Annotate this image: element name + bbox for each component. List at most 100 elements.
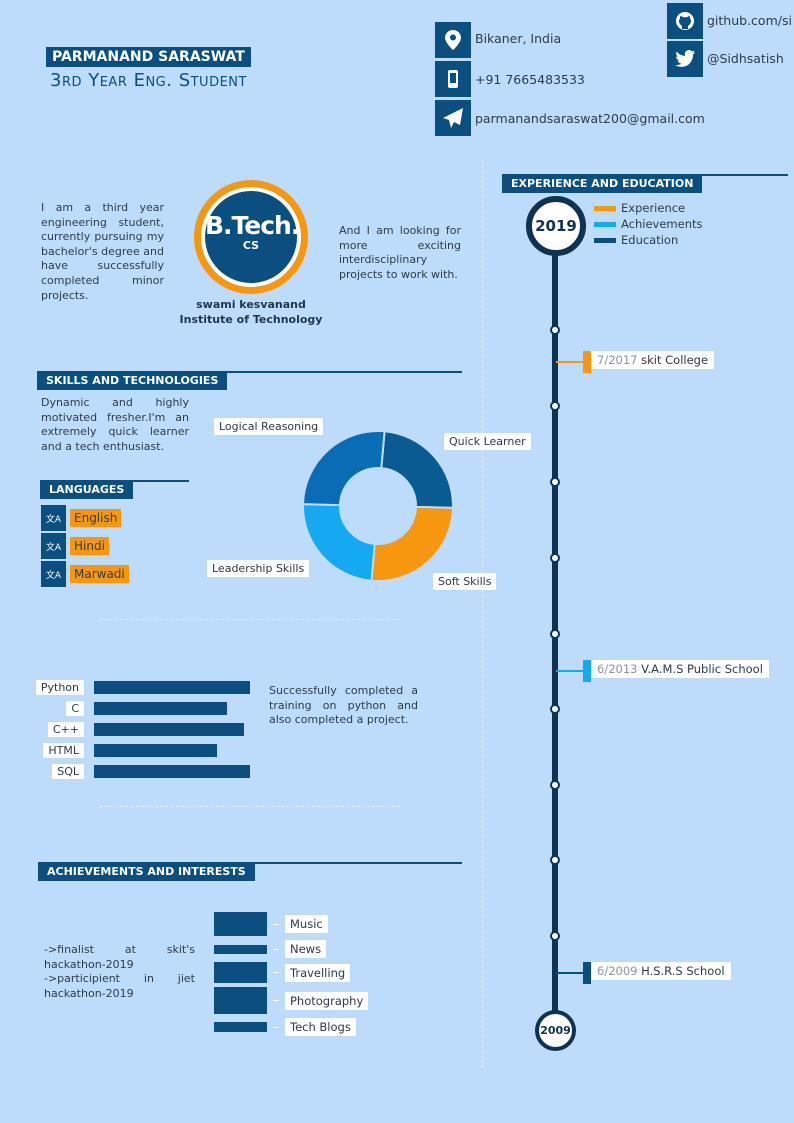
- college-name: swami kesvanand Institute of Technology: [179, 298, 323, 326]
- interest-tick: [273, 1000, 279, 1001]
- legend-achievements: Achievements: [594, 216, 703, 232]
- interest-label: Photography: [285, 991, 369, 1010]
- contact-location: Bikaner, India: [435, 21, 705, 59]
- skill-bar-row: HTML: [36, 740, 250, 761]
- contact-list: Bikaner, India +91 7665483533 parmanands…: [435, 21, 705, 137]
- skills-heading: SKILLS AND TECHNOLOGIES: [37, 371, 228, 390]
- skill-label: Python: [35, 680, 84, 695]
- interest-row: Photography: [214, 987, 369, 1014]
- timeline-dot: [550, 553, 560, 563]
- timeline-end-year: 2009: [535, 1010, 576, 1051]
- degree-name: B.Tech.: [205, 211, 300, 240]
- timeline-dot: [550, 325, 560, 335]
- interest-tick: [273, 923, 279, 925]
- timeline-legend: Experience Achievements Education: [594, 200, 703, 248]
- interest-row: Travelling: [214, 962, 368, 983]
- donut-slice-logical-reasoning: [301, 430, 386, 507]
- social-github: github.com/si: [667, 2, 792, 39]
- skill-bar-row: C++: [36, 719, 250, 740]
- skill-label: C++: [47, 722, 84, 737]
- timeline-dot: [550, 855, 560, 865]
- social-list: github.com/si @Sidhsatish: [667, 2, 792, 77]
- contact-phone: +91 7665483533: [435, 60, 705, 98]
- translate-icon: 文A: [41, 533, 66, 559]
- interest-bar: [214, 962, 267, 983]
- timeline-dot: [550, 704, 560, 714]
- column-divider: [482, 160, 483, 1068]
- social-twitter: @Sidhsatish: [667, 40, 792, 77]
- achievements-list: ->finalist at skit's hackathon-2019 ->pa…: [44, 943, 195, 1000]
- heading-rule: [690, 174, 788, 176]
- skills-donut-chart: [301, 430, 455, 582]
- interest-bar: [214, 944, 267, 954]
- legend-experience: Experience: [594, 200, 703, 216]
- job-title: 3rd Year Eng. Student: [50, 70, 247, 91]
- timeline-dot: [550, 931, 560, 941]
- skills-text: Dynamic and highly motivated fresher.I'm…: [41, 396, 189, 453]
- section-divider: [100, 619, 400, 620]
- github-icon: [667, 2, 703, 39]
- language-item: 文A English: [41, 504, 129, 532]
- donut-slice-leadership-skills: [302, 503, 376, 582]
- skill-bar-row: C: [36, 698, 250, 719]
- interest-label: News: [285, 940, 327, 958]
- interest-tick: [273, 948, 279, 950]
- donut-label-logical-reasoning: Logical Reasoning: [214, 418, 324, 435]
- interest-label: Music: [285, 915, 328, 933]
- send-icon: [435, 100, 471, 136]
- about-text-left: I am a third year engineering student, c…: [41, 201, 164, 302]
- timeline-dot: [550, 477, 560, 487]
- timeline-heading: EXPERIENCE AND EDUCATION: [502, 174, 703, 193]
- achievements-heading: ACHIEVEMENTS AND INTERESTS: [38, 862, 255, 881]
- skill-label: SQL: [52, 764, 84, 779]
- interest-row: Tech Blogs: [214, 1018, 368, 1036]
- skill-bar-row: SQL: [36, 761, 250, 782]
- about-text-right: And I am looking for more exciting inter…: [339, 224, 461, 281]
- donut-slice-soft-skills: [370, 505, 455, 582]
- language-item: 文A Marwadi: [41, 560, 129, 588]
- languages-list: 文A English 文A Hindi 文A Marwadi: [41, 504, 129, 588]
- heading-rule: [217, 371, 462, 373]
- skill-bar: [94, 723, 244, 736]
- translate-icon: 文A: [41, 561, 66, 587]
- timeline-dot: [550, 629, 560, 639]
- timeline-marker: [583, 962, 591, 984]
- legend-education: Education: [594, 232, 703, 248]
- programming-text: Successfully completed a training on pyt…: [269, 684, 418, 727]
- skill-label: C: [66, 701, 84, 716]
- skill-bar: [94, 744, 218, 757]
- degree-branch: CS: [242, 239, 260, 252]
- section-divider: [100, 806, 400, 807]
- timeline-entry: 7/2017 skit College: [591, 351, 715, 369]
- degree-badge: B.Tech. CS: [194, 180, 308, 294]
- timeline-marker: [583, 351, 591, 373]
- timeline-connector: [556, 972, 584, 974]
- interest-bar: [214, 912, 267, 936]
- donut-label-leadership-skills: Leadership Skills: [207, 560, 310, 577]
- skill-bar-row: Python: [35, 677, 250, 698]
- donut-label-quick-learner: Quick Learner: [444, 433, 531, 450]
- timeline-connector: [556, 361, 584, 363]
- donut-slice-quick-learner: [380, 430, 454, 509]
- twitter-icon: [667, 40, 703, 77]
- phone-icon: [435, 61, 471, 97]
- name-title: PARMANAND SARASWAT: [46, 47, 251, 67]
- interest-row: News: [214, 940, 368, 958]
- timeline-entry: 6/2013 V.A.M.S Public School: [591, 660, 769, 678]
- interest-bar: [214, 987, 267, 1014]
- timeline-start-year: 2019: [526, 196, 586, 256]
- interest-bar: [214, 1022, 267, 1032]
- skill-bar: [94, 702, 227, 715]
- location-icon: [435, 22, 471, 58]
- language-item: 文A Hindi: [41, 532, 129, 560]
- interest-tick: [273, 1026, 279, 1028]
- languages-heading: LANGUAGES: [40, 480, 134, 499]
- donut-label-soft-skills: Soft Skills: [433, 573, 497, 590]
- skill-bar: [94, 681, 250, 694]
- skill-label: HTML: [43, 743, 84, 758]
- interest-tick: [273, 972, 279, 973]
- programming-bar-chart: Python C C++ HTML SQL: [35, 677, 250, 782]
- timeline-connector: [556, 670, 584, 672]
- timeline-dot: [550, 401, 560, 411]
- interest-label: Tech Blogs: [285, 1018, 356, 1036]
